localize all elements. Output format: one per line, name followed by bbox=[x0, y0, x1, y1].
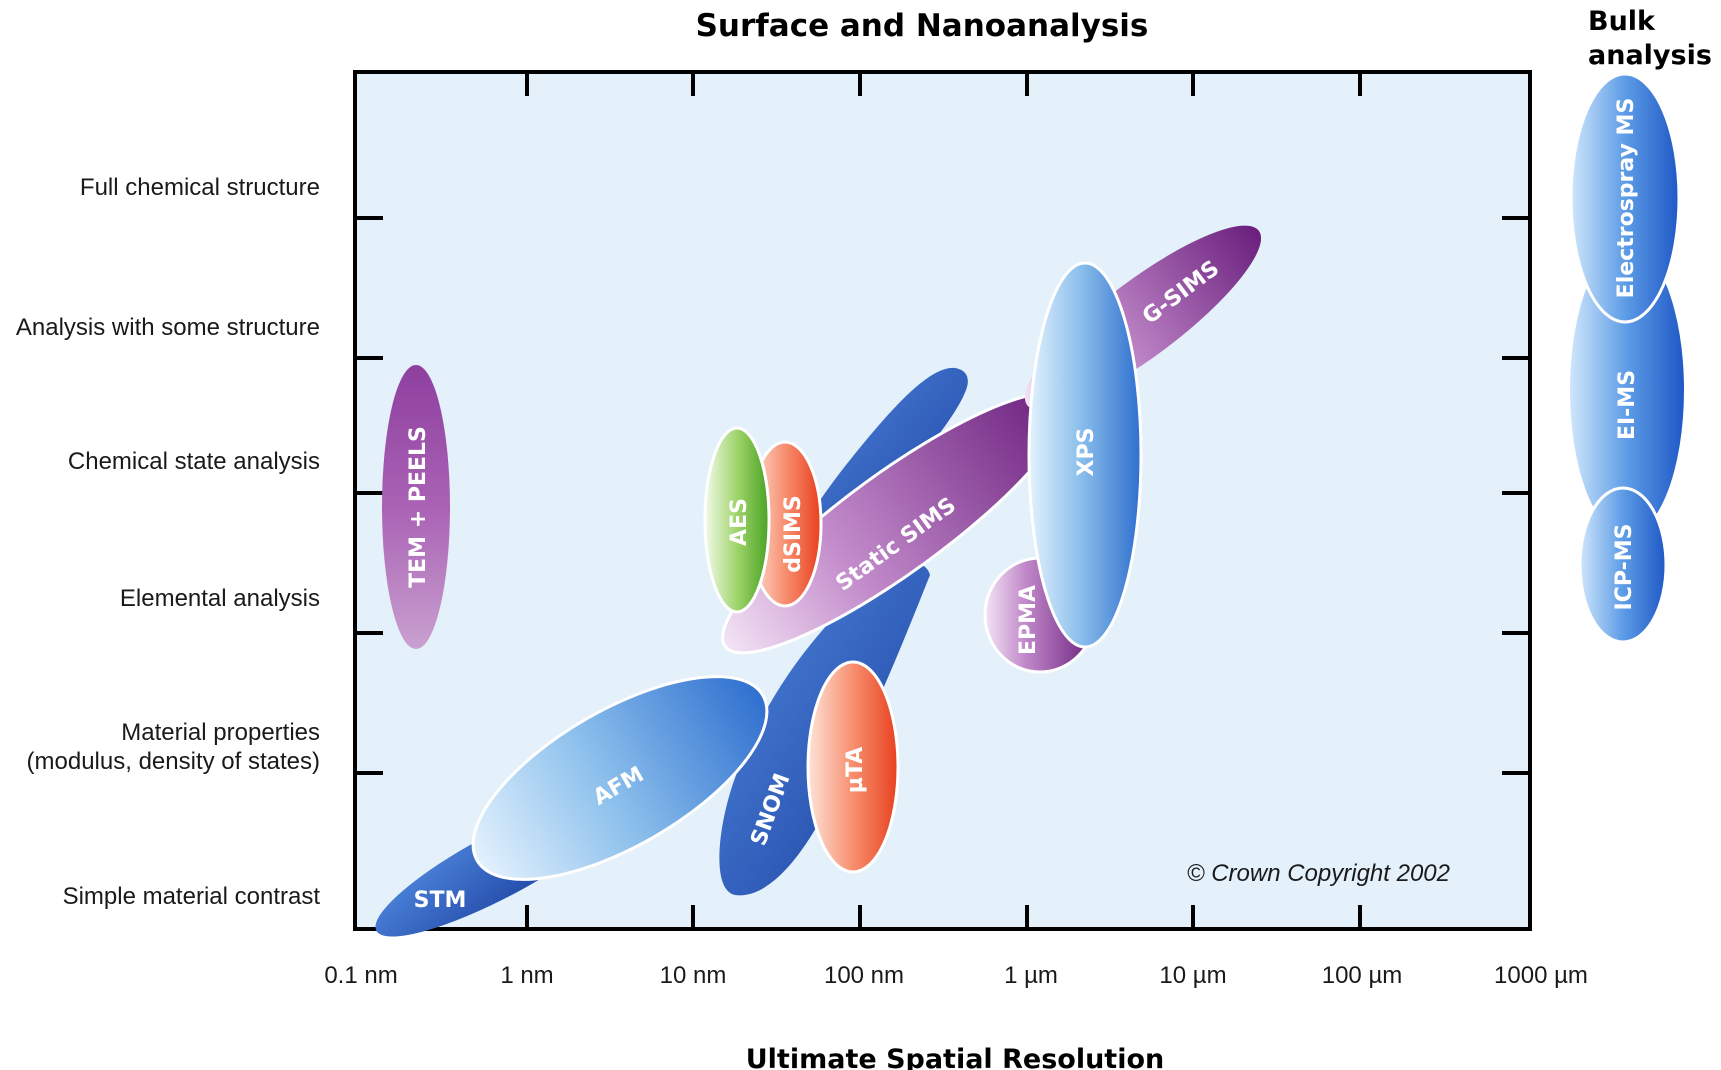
label-uta: µTA bbox=[843, 747, 868, 794]
blob-electrospray-ms bbox=[1569, 72, 1681, 324]
label-aes: AES bbox=[727, 498, 752, 546]
label-icp-ms: ICP-MS bbox=[1612, 524, 1637, 611]
x-axis-title: Ultimate Spatial Resolution bbox=[746, 1044, 1164, 1070]
copyright-note: © Crown Copyright 2002 bbox=[1187, 860, 1450, 887]
label-stm: STM bbox=[414, 888, 467, 913]
blob-tem-peels bbox=[382, 365, 450, 649]
label-dsims: dSIMS bbox=[781, 495, 806, 573]
x-tick-label: 0.1 nm bbox=[324, 962, 397, 989]
label-electrospray-ms: Electrospray MS bbox=[1614, 98, 1639, 299]
chart-title: Surface and Nanoanalysis bbox=[696, 8, 1149, 44]
blob-aes bbox=[703, 426, 771, 614]
label-ei-ms: EI-MS bbox=[1615, 370, 1640, 440]
blob-uta bbox=[806, 660, 900, 874]
y-label-full-chemical-structure: Full chemical structure bbox=[80, 174, 320, 201]
label-epma: EPMA bbox=[1016, 585, 1041, 655]
y-label-elemental-analysis: Elemental analysis bbox=[120, 585, 320, 612]
x-tick-label: 100 nm bbox=[824, 962, 904, 989]
y-axis-ticks bbox=[355, 216, 1530, 775]
blob-ei-ms bbox=[1570, 245, 1684, 535]
x-tick-label: 1000 µm bbox=[1494, 962, 1588, 989]
label-xps: XPS bbox=[1074, 428, 1099, 477]
x-axis-ticks bbox=[525, 72, 1362, 929]
label-tem-peels: TEM + PEELS bbox=[406, 426, 431, 588]
y-label-chemical-state-analysis: Chemical state analysis bbox=[68, 448, 320, 475]
blob-xps bbox=[1027, 261, 1143, 649]
y-label-material-properties: Material properties bbox=[121, 719, 320, 746]
bulk-title-line2: analysis bbox=[1588, 40, 1712, 71]
blob-icp-ms bbox=[1578, 486, 1668, 644]
y-label-material-properties-detail: (modulus, density of states) bbox=[27, 748, 320, 775]
x-tick-label: 1 nm bbox=[500, 962, 553, 989]
bulk-title-line1: Bulk bbox=[1588, 6, 1656, 37]
blob-afm bbox=[471, 675, 769, 881]
x-tick-label: 100 µm bbox=[1322, 962, 1403, 989]
x-tick-label: 10 nm bbox=[660, 962, 727, 989]
x-tick-label: 10 µm bbox=[1159, 962, 1226, 989]
y-label-simple-material-contrast: Simple material contrast bbox=[63, 883, 321, 910]
x-tick-label: 1 µm bbox=[1004, 962, 1058, 989]
y-label-analysis-with-some-structure: Analysis with some structure bbox=[16, 314, 320, 341]
